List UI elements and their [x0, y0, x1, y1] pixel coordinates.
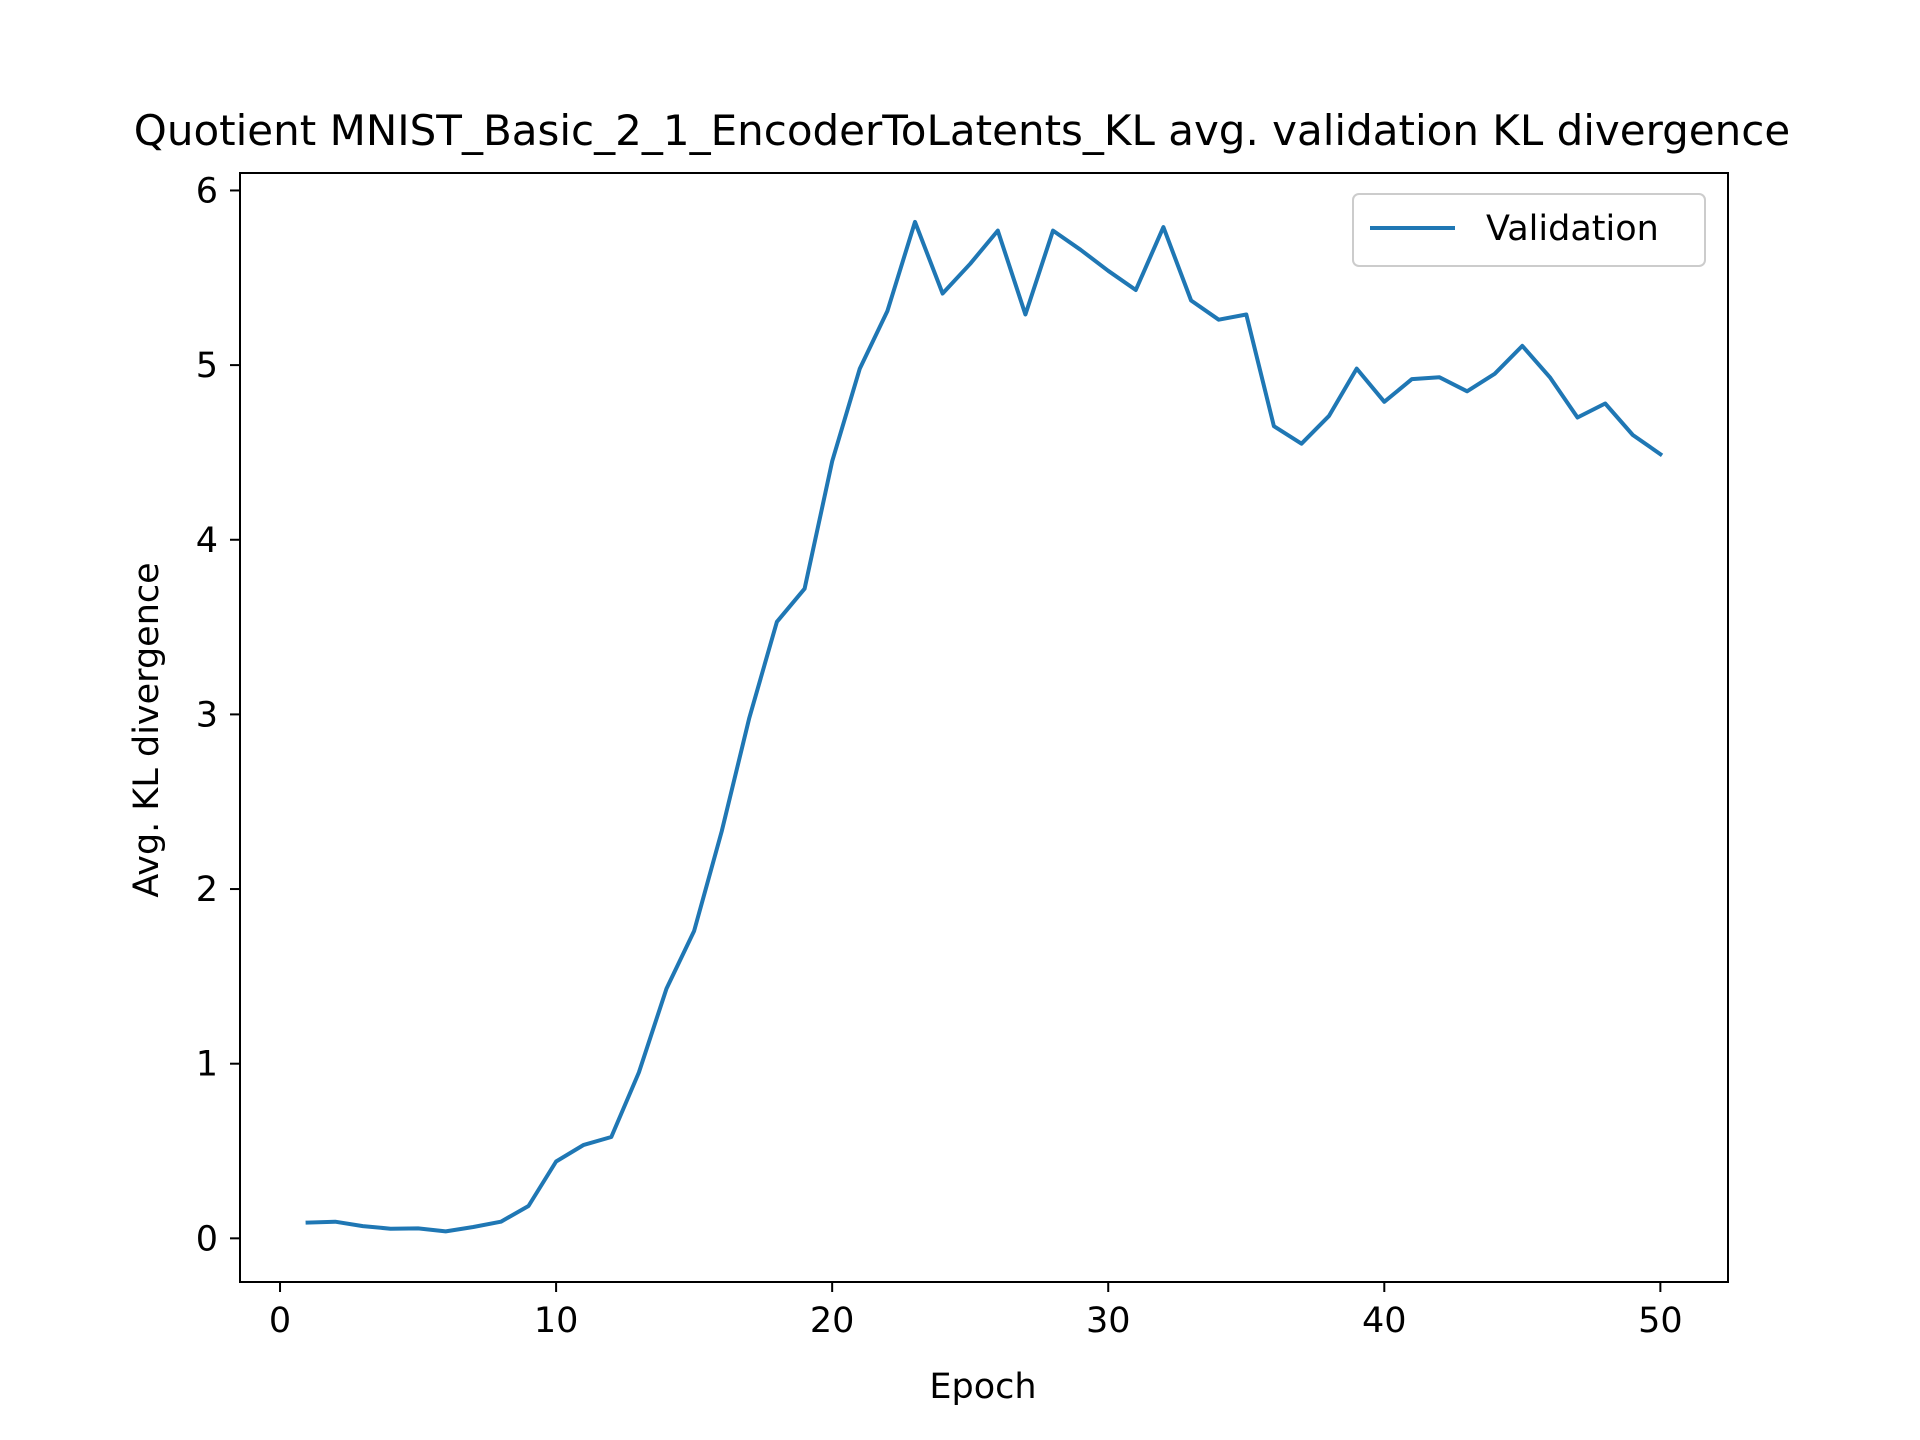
legend-box — [1352, 193, 1706, 267]
y-axis: 0 1 2 3 4 5 6 — [196, 171, 240, 1259]
legend-entry-validation: Validation — [1486, 209, 1659, 249]
x-tick-label: 0 — [269, 1301, 291, 1341]
x-tick-label: 50 — [1638, 1301, 1683, 1341]
x-tick-label: 20 — [810, 1301, 855, 1341]
y-tick-label: 3 — [196, 695, 218, 735]
x-tick-label: 10 — [534, 1301, 579, 1341]
y-tick-label: 2 — [196, 870, 218, 910]
series-line-validation — [305, 219, 1664, 1234]
chart-title: Quotient MNIST_Basic_2_1_EncoderToLatent… — [134, 106, 1790, 155]
legend: Validation — [1352, 193, 1706, 267]
y-tick-label: 0 — [196, 1219, 218, 1259]
y-tick-label: 6 — [196, 171, 218, 211]
x-tick-label: 30 — [1086, 1301, 1131, 1341]
plot-area — [239, 172, 1729, 1283]
x-axis: 0 10 20 30 40 50 — [269, 1282, 1683, 1341]
x-tick-label: 40 — [1362, 1301, 1407, 1341]
y-axis-label: Avg. KL divergence — [127, 562, 167, 897]
x-axis-label: Epoch — [929, 1367, 1036, 1407]
y-tick-label: 5 — [196, 346, 218, 386]
y-tick-label: 1 — [196, 1045, 218, 1085]
plot-frame — [239, 172, 1729, 1283]
y-tick-label: 4 — [196, 521, 218, 561]
